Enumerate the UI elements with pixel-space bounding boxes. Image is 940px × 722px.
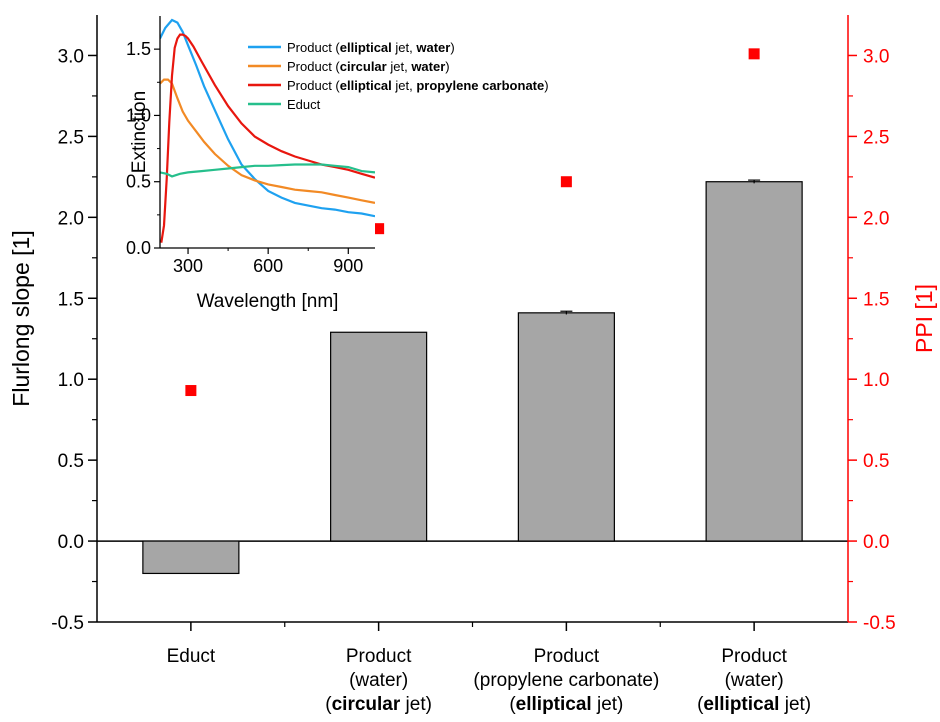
category-label: (elliptical jet) [509,694,623,715]
legend-label: Product (circular jet, water) [287,59,450,74]
right-tick-label: 2.0 [863,208,889,229]
right-tick-label: 2.5 [863,127,889,148]
left-tick-label: 0.5 [58,451,84,472]
inset-x-tick-label: 300 [173,256,203,276]
right-tick-label: 3.0 [863,46,889,67]
legend-label: Product (elliptical jet, water) [287,40,455,55]
category-label: Product [346,646,412,667]
right-tick-label: 0.0 [863,532,889,553]
left-tick-label: 1.0 [58,370,84,391]
left-tick-label: 2.0 [58,208,84,229]
left-tick-label: 2.5 [58,127,84,148]
inset-x-tick-label: 600 [253,256,283,276]
inset-series-line [160,18,375,218]
category-label: Educt [167,646,216,667]
inset-series-line [160,163,375,178]
ppi-point [185,385,197,397]
ppi-point [373,223,385,235]
inset-series-line [160,78,375,204]
left-tick-label: 1.5 [58,289,84,310]
legend-label: Educt [287,97,321,112]
inset-y-tick-label: 1.5 [126,39,151,59]
category-label: (circular jet) [325,694,432,715]
left-tick-label: -0.5 [51,613,84,634]
inset-plot: 0.0 0.5 1.0 1.5 300 600 900 Wavelength [nm] Exti… [126,16,549,312]
inset-x-axis-title: Wavelength [nm] [197,291,339,312]
main-plot: -0.5 0.0 0.5 1.0 1.5 2.0 2.5 3.0 -0.5 0.0 0.5 1.0 1.… [8,15,937,715]
inset-y-tick-label: 0.5 [126,172,151,192]
inset-y-tick-label: 1.0 [126,105,151,125]
bar [705,181,803,542]
right-tick-label: 1.5 [863,289,889,310]
category-label: (water) [349,670,408,691]
left-tick-label: 3.0 [58,46,84,67]
right-tick-label: -0.5 [863,613,896,634]
y2-axis-title: PPI [1] [911,284,937,353]
category-label: (elliptical jet) [697,694,811,715]
category-label: (water) [725,670,784,691]
ppi-point [748,48,760,60]
legend-label: Product (elliptical jet, propylene carbo… [287,78,549,93]
inset-y-axis-title: Extinction [129,91,150,173]
category-label: (propylene carbonate) [473,670,659,691]
inset-y-tick-label: 0.0 [126,238,151,258]
bar [330,331,428,542]
ppi-point [560,176,572,188]
bar [517,312,615,542]
bar [142,540,240,575]
category-label: Product [534,646,600,667]
right-tick-label: 1.0 [863,370,889,391]
inset-x-tick-label: 900 [333,256,363,276]
left-tick-label: 0.0 [58,532,84,553]
y-axis-title: Flurlong slope [1] [8,230,34,406]
category-label: Product [721,646,787,667]
right-tick-label: 0.5 [863,451,889,472]
